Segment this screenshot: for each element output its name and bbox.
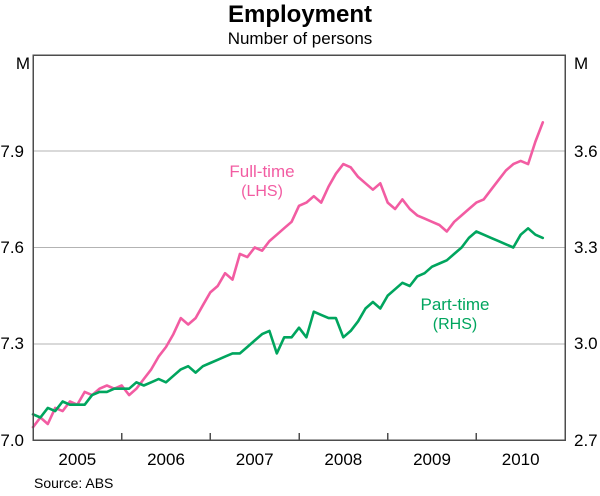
x-axis-year-label: 2006 <box>147 450 185 469</box>
right-axis-tick-label: 3.6 <box>574 141 598 161</box>
gridlines <box>33 150 565 345</box>
right-axis-tick-label: 3.0 <box>574 334 598 354</box>
right-axis-tick-label: 2.7 <box>574 430 598 450</box>
parttime-label: Part-time <box>420 295 490 314</box>
x-axis-year-label: 2005 <box>58 450 97 469</box>
x-axis-year-label: 2010 <box>501 450 540 469</box>
x-axis-year-label: 2009 <box>413 450 451 469</box>
right-axis-unit: M <box>574 54 589 73</box>
page-title: Employment <box>227 1 373 28</box>
parttime-line <box>31 227 545 419</box>
x-axis-year-label: 2008 <box>324 450 363 469</box>
left-axis-tick-label: 7.0 <box>0 430 24 450</box>
source-note: Source: ABS <box>34 475 114 491</box>
fulltime-axis-tag: (LHS) <box>241 183 283 200</box>
parttime-axis-tag: (RHS) <box>432 316 478 333</box>
left-axis-tick-label: 7.6 <box>0 238 24 257</box>
left-axis-unit: M <box>15 54 30 73</box>
parttime-annotation: Part-time (RHS) <box>385 295 525 334</box>
right-axis-tick-label: 3.3 <box>574 238 598 257</box>
x-axis-year-label: 2007 <box>235 450 274 469</box>
left-axis-tick-label: 7.3 <box>0 334 24 354</box>
x-axis-ticks <box>120 433 478 440</box>
fulltime-line <box>31 121 545 429</box>
left-axis-tick-label: 7.9 <box>0 141 24 161</box>
fulltime-annotation: Full-time (LHS) <box>192 162 332 201</box>
page-subtitle: Number of persons <box>227 29 373 48</box>
plot-frame <box>32 54 566 441</box>
fulltime-label: Full-time <box>229 162 295 181</box>
